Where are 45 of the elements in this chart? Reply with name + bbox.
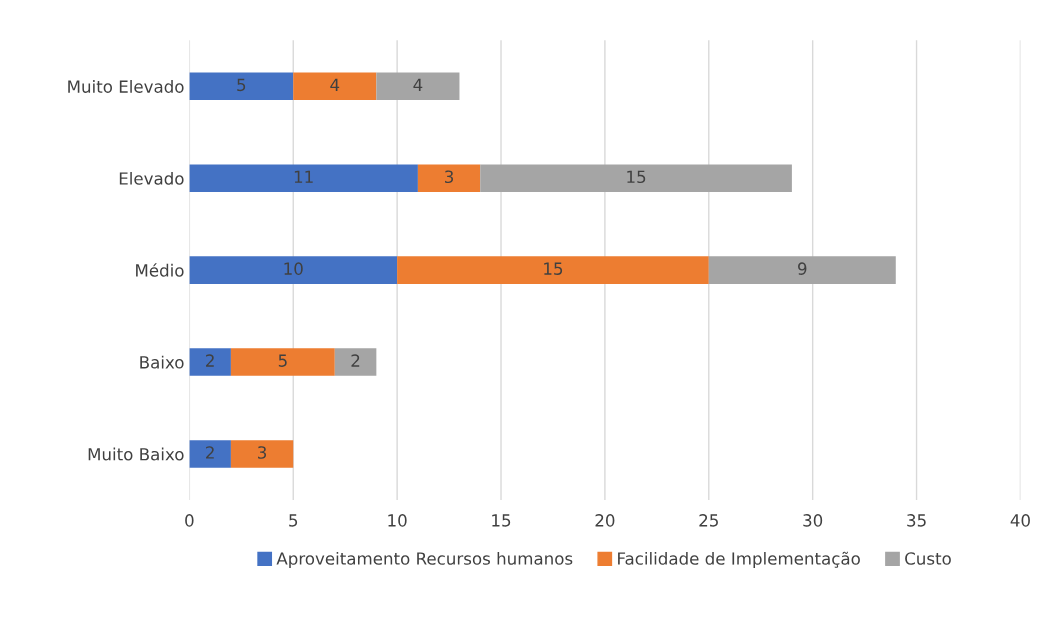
data-label: 2: [351, 354, 360, 367]
x-tick-label: 35: [907, 514, 926, 527]
data-label: 3: [258, 446, 267, 459]
bar: [230, 348, 335, 376]
data-label: 9: [798, 262, 807, 275]
data-label: 5: [237, 78, 246, 92]
bar: [417, 164, 481, 193]
legend-label: Custo: [905, 552, 951, 565]
y-tick-label: Muito Elevado: [68, 79, 184, 93]
x-tick-label: 25: [699, 514, 718, 527]
bar: [708, 256, 896, 284]
x-tick-label: 30: [803, 514, 823, 527]
x-tick-label: 15: [492, 514, 511, 527]
legend-label: Facilidade de Implementação: [618, 551, 860, 569]
x-tick-label: 5: [289, 514, 298, 527]
x-tick-label: 20: [595, 514, 615, 527]
data-label: 3: [445, 170, 454, 184]
bar: [376, 72, 460, 101]
bar: [334, 348, 377, 376]
y-tick-label: Médio: [136, 263, 184, 277]
data-label: 15: [544, 262, 563, 275]
x-tick-label: 40: [1010, 514, 1030, 527]
data-label: 2: [206, 354, 214, 367]
bar: [189, 256, 398, 284]
data-label: 4: [330, 78, 340, 91]
bar: [293, 72, 377, 101]
bar: [189, 440, 231, 468]
legend-label: Aproveitamento Recursos humanos: [276, 551, 573, 569]
bar: [230, 440, 294, 468]
bar: [480, 164, 792, 193]
y-tick-label: Muito Baixo: [88, 447, 184, 461]
data-label: 4: [413, 78, 423, 91]
data-label: 5: [278, 354, 287, 367]
y-tick-label: Elevado: [119, 171, 184, 185]
data-label: 2: [206, 446, 214, 459]
data-label: 10: [284, 262, 303, 275]
data-label: 11: [294, 170, 313, 183]
bar: [189, 348, 231, 376]
bar: [189, 164, 418, 193]
x-tick-label: 0: [185, 514, 194, 527]
y-tick-label: Baixo: [140, 355, 184, 369]
data-label: 15: [627, 170, 646, 184]
x-tick-label: 10: [388, 514, 407, 527]
bar: [189, 72, 294, 101]
bar: [397, 256, 709, 284]
